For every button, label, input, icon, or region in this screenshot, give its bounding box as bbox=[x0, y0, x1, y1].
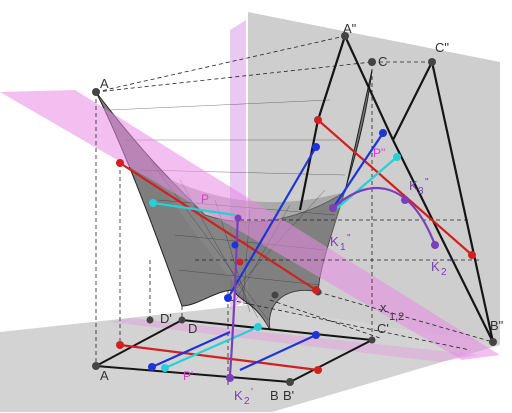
label-K2-double-group: K 2 " bbox=[431, 258, 452, 278]
label-K3-sup: " bbox=[425, 177, 429, 188]
label-K2-prime-group: K 2 ' bbox=[234, 387, 253, 407]
cutting-plane-trace bbox=[110, 318, 480, 362]
horizontal-projection-plane bbox=[0, 305, 500, 412]
label-B-double: B" bbox=[490, 318, 504, 333]
blue-lines bbox=[151, 132, 384, 371]
label-K1-sup: " bbox=[347, 233, 351, 244]
label-K2-letter: K bbox=[431, 259, 440, 274]
label-C-double: C" bbox=[435, 40, 449, 55]
label-D: D bbox=[188, 321, 197, 336]
label-P-prime: P' bbox=[183, 369, 193, 383]
label-P: P bbox=[201, 192, 209, 206]
label-K2p-letter: K bbox=[234, 388, 243, 403]
label-A-prime: A bbox=[100, 368, 109, 383]
label-K3-double-group: K 3 " bbox=[409, 177, 429, 197]
label-x12-group: x 1,2 bbox=[380, 300, 404, 323]
label-K1-sub: 1 bbox=[340, 242, 346, 253]
label-P-double: P" bbox=[373, 146, 385, 160]
label-B: B bbox=[270, 388, 279, 403]
cyan-lines bbox=[152, 156, 398, 370]
label-K2p-sub: 2 bbox=[244, 396, 250, 407]
label-D-prime: D' bbox=[160, 311, 172, 326]
label-B-prime: B' bbox=[283, 388, 294, 403]
label-K1-double-group: K 1 " bbox=[330, 233, 351, 253]
cutting-plane bbox=[0, 90, 500, 360]
label-K3-sub: 3 bbox=[418, 186, 424, 197]
ground-projection-outline bbox=[95, 319, 373, 383]
label-K2-sup: " bbox=[448, 258, 452, 269]
label-K3-letter: K bbox=[409, 178, 418, 193]
label-x12-letter: x bbox=[380, 300, 387, 315]
label-A: A bbox=[100, 76, 109, 91]
label-K2-sub: 2 bbox=[441, 267, 447, 278]
red-lines bbox=[119, 119, 473, 372]
label-K1-letter: K bbox=[330, 234, 339, 249]
label-C: C bbox=[378, 54, 387, 69]
violet-curves bbox=[228, 186, 437, 376]
points bbox=[92, 32, 497, 386]
label-A-double: A" bbox=[343, 21, 357, 36]
label-K2p-sup: ' bbox=[251, 387, 253, 398]
vertical-projection-outline bbox=[298, 35, 495, 343]
label-C-prime: C' bbox=[377, 321, 389, 336]
label-x12-sub: 1,2 bbox=[389, 311, 404, 323]
